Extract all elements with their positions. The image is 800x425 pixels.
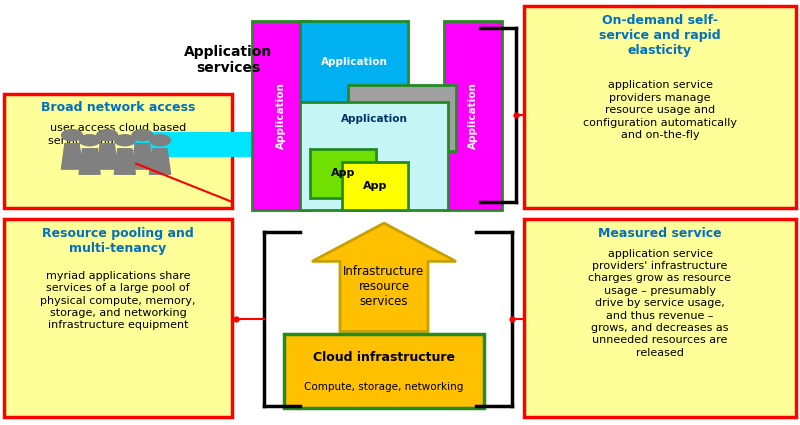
FancyBboxPatch shape — [310, 149, 376, 198]
FancyBboxPatch shape — [252, 21, 310, 210]
FancyBboxPatch shape — [524, 6, 796, 208]
Polygon shape — [150, 149, 170, 174]
Circle shape — [79, 135, 100, 146]
Text: Resource pooling and
multi-tenancy: Resource pooling and multi-tenancy — [42, 227, 194, 255]
Polygon shape — [79, 149, 100, 174]
Text: application service
providers' infrastructure
charges grow as resource
usage – p: application service providers' infrastru… — [589, 249, 731, 358]
Text: user access cloud based
services via wireless and
wireline internet
connections: user access cloud based services via wir… — [49, 123, 187, 170]
Polygon shape — [97, 144, 118, 169]
FancyBboxPatch shape — [524, 219, 796, 416]
Text: Application
services: Application services — [184, 45, 272, 75]
Circle shape — [97, 130, 118, 141]
FancyBboxPatch shape — [342, 162, 408, 210]
Polygon shape — [132, 144, 153, 169]
Text: Compute, storage, networking: Compute, storage, networking — [304, 382, 464, 392]
Text: Broad network access: Broad network access — [41, 101, 195, 114]
Text: App: App — [331, 168, 355, 178]
FancyBboxPatch shape — [4, 219, 232, 416]
Text: Infrastructure
resource
services: Infrastructure resource services — [343, 265, 425, 309]
FancyBboxPatch shape — [300, 21, 408, 102]
Circle shape — [150, 135, 170, 146]
Text: Application: Application — [369, 113, 435, 123]
Circle shape — [114, 135, 135, 146]
Text: Application: Application — [468, 82, 478, 149]
Text: Measured service: Measured service — [598, 227, 722, 240]
Text: Application: Application — [321, 57, 387, 67]
FancyBboxPatch shape — [4, 94, 232, 208]
FancyBboxPatch shape — [300, 102, 448, 210]
Polygon shape — [114, 149, 135, 174]
FancyBboxPatch shape — [284, 334, 484, 408]
Polygon shape — [312, 223, 456, 332]
Text: App: App — [363, 181, 387, 191]
Circle shape — [132, 130, 153, 141]
Text: myriad applications share
services of a large pool of
physical compute, memory,
: myriad applications share services of a … — [40, 271, 196, 330]
Text: Application: Application — [341, 114, 407, 124]
Text: application service
providers manage
resource usage and
configuration automatica: application service providers manage res… — [583, 80, 737, 140]
Text: Application: Application — [276, 82, 286, 149]
Text: On-demand self-
service and rapid
elasticity: On-demand self- service and rapid elasti… — [599, 14, 721, 57]
FancyBboxPatch shape — [444, 21, 502, 210]
Circle shape — [62, 130, 82, 141]
Polygon shape — [62, 144, 82, 169]
Text: Cloud infrastructure: Cloud infrastructure — [313, 351, 455, 364]
FancyBboxPatch shape — [348, 85, 456, 151]
